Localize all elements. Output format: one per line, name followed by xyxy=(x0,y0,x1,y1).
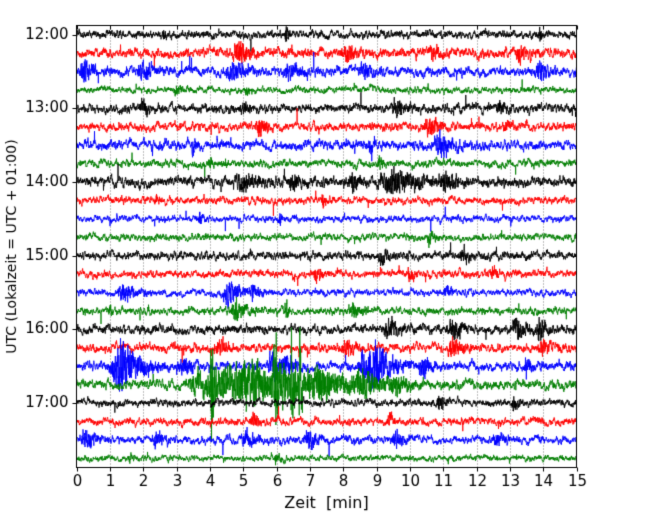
seismogram-canvas xyxy=(0,0,650,520)
seismogram-figure: Zeit [min] UTC (Lokalzeit = UTC + 01:00) xyxy=(0,0,650,520)
